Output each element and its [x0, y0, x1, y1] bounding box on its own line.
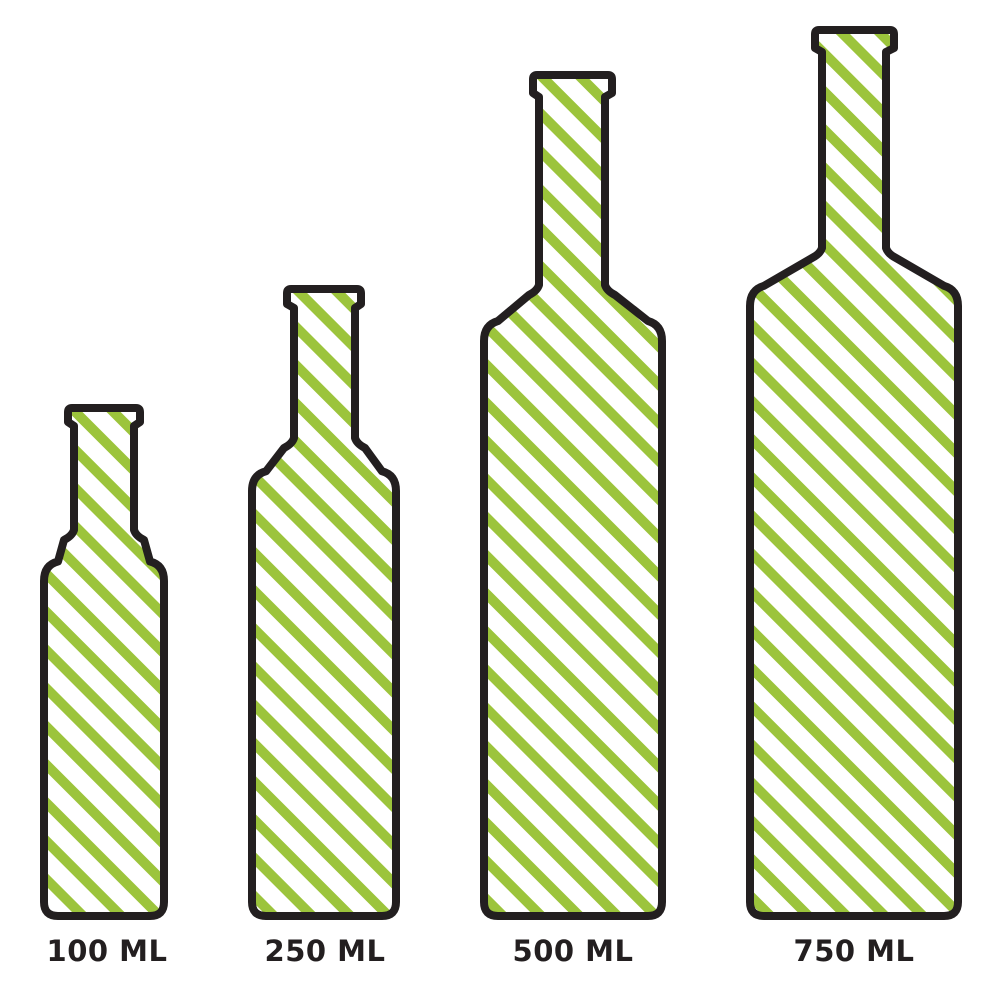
bottle-label-100ml: 100 ML	[46, 934, 168, 968]
bottle-500ml	[480, 71, 666, 920]
bottle-label-250ml: 250 ML	[264, 934, 386, 968]
bottle-label-750ml: 750 ML	[793, 934, 915, 968]
bottle-750ml	[746, 26, 962, 920]
bottle-label-500ml: 500 ML	[512, 934, 634, 968]
bottle-250ml	[248, 285, 400, 920]
bottle-100ml	[40, 404, 168, 920]
